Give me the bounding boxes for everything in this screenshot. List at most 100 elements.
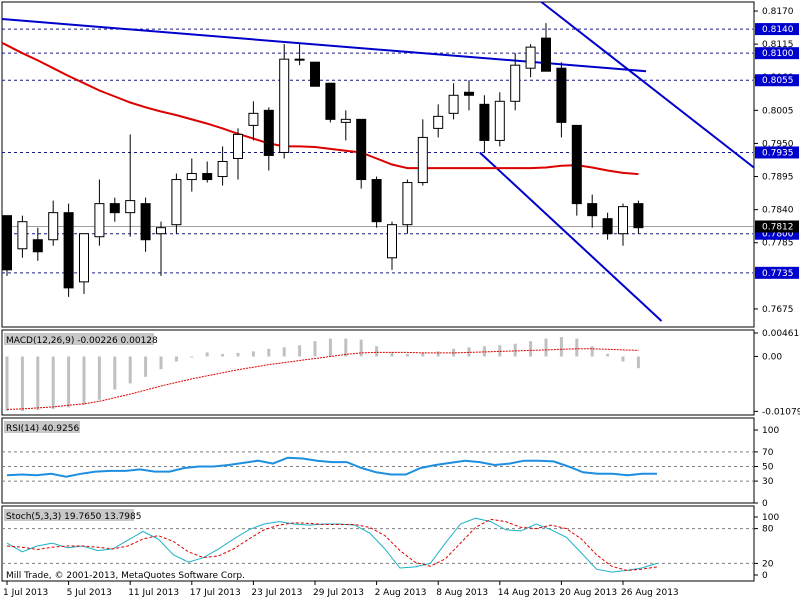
candle-body-up — [433, 115, 444, 129]
candle-body-up — [494, 100, 505, 141]
candle-1 — [17, 215, 28, 258]
time-label: 2 Aug 2013 — [375, 588, 427, 598]
macd-bar-27 — [421, 352, 425, 357]
price-tick-label: 0.8005 — [762, 106, 794, 116]
macd-bar-11 — [174, 356, 178, 362]
stoch-plot — [2, 517, 753, 573]
candle-body-up — [248, 112, 259, 126]
macd-panel[interactable]: 0.00461 0.00 -0.01079 MACD(12,26,9) -0.002… — [1, 329, 800, 417]
candle-body-down — [202, 173, 213, 181]
candle-body-up — [17, 221, 28, 250]
candle-body-up — [156, 227, 166, 235]
level-1-label: 0.8100 — [762, 49, 794, 59]
candle-12 — [186, 158, 197, 192]
candle-37 — [571, 124, 582, 216]
macd-bar-10 — [159, 356, 163, 370]
candle-33 — [510, 53, 521, 111]
candle-31 — [479, 95, 490, 153]
macd-bar-1 — [20, 356, 24, 411]
time-label: 8 Aug 2013 — [436, 588, 488, 598]
time-label: 26 Aug 2013 — [621, 588, 679, 598]
level-1-box — [755, 47, 799, 60]
candle-body-down — [633, 203, 644, 229]
trendline-1 — [540, 1, 755, 169]
candle-8 — [125, 134, 136, 237]
macd-bar-4 — [67, 356, 71, 408]
time-axis: 1 Jul 2013 5 Jul 2013 11 Jul 2013 17 Jul 20… — [3, 581, 679, 598]
macd-title-bg — [4, 333, 154, 345]
macd-bar-22 — [344, 338, 348, 357]
candle-3 — [48, 200, 59, 246]
candle-9 — [140, 197, 151, 252]
candle-body-down — [140, 203, 151, 241]
macd-bar-21 — [328, 338, 332, 357]
price-tick-label: 0.7840 — [762, 206, 794, 216]
candle-40 — [618, 203, 628, 246]
macd-bar-17 — [267, 348, 271, 357]
macd-bar-14 — [221, 353, 225, 357]
macd-bar-38 — [590, 346, 594, 357]
candle-body-up — [171, 179, 182, 226]
time-label: 20 Aug 2013 — [559, 588, 617, 598]
macd-bar-32 — [498, 345, 502, 357]
macd-signal-line — [6, 348, 639, 410]
macd-plot — [5, 337, 640, 411]
candle-24 — [371, 176, 382, 228]
macd-bar-6 — [97, 356, 101, 400]
candle-body-down — [263, 109, 274, 156]
candle-14 — [217, 146, 228, 186]
candle-body-down — [541, 37, 551, 72]
macd-bar-33 — [513, 343, 517, 357]
time-label: 1 Jul 2013 — [3, 588, 48, 598]
macd-bar-35 — [544, 338, 548, 357]
level-3-label: 0.7935 — [762, 148, 794, 158]
candle-5 — [79, 233, 89, 294]
moving-average — [1, 41, 639, 176]
rsi-scale: 100 70 50 30 0 — [754, 426, 779, 509]
stoch-title: Stoch(5,3,3) 19.7650 13.7985 — [6, 512, 141, 522]
candle-32 — [494, 92, 505, 147]
candle-body-up — [417, 136, 428, 184]
candle-27 — [417, 119, 428, 186]
rsi-panel[interactable]: 100 70 50 30 0 RSI(14) 40.9256 — [1, 417, 779, 509]
candle-body-up — [279, 58, 290, 153]
stoch-panel[interactable]: 100 80 20 0 Stoch(5,3,3) 19.7650 13.7985 Mi… — [1, 505, 779, 582]
candle-body-up — [294, 58, 305, 61]
price-tick-label: 0.8115 — [762, 40, 794, 50]
macd-bar-5 — [82, 356, 86, 405]
candle-body-up — [340, 118, 351, 123]
candle-body-down — [32, 239, 43, 253]
candle-body-down — [2, 215, 12, 271]
candle-36 — [556, 62, 567, 138]
candle-7 — [109, 197, 120, 222]
rsi-tick-label: 50 — [762, 463, 774, 473]
rsi-panel-frame — [1, 417, 755, 504]
stoch-tick-label: 0 — [762, 571, 768, 581]
price-tick-label: 0.7950 — [762, 139, 794, 149]
macd-bar-30 — [467, 347, 471, 357]
candle-body-down — [310, 61, 320, 87]
candle-body-up — [618, 206, 628, 235]
rsi-tick-label: 30 — [762, 477, 774, 487]
price-panel[interactable]: 0.81700.81150.80600.80050.79500.78950.78… — [1, 1, 799, 328]
macd-bar-8 — [128, 356, 132, 384]
macd-bar-31 — [482, 346, 486, 357]
rsi-line — [6, 456, 657, 478]
candle-26 — [402, 179, 413, 234]
candle-body-up — [48, 212, 59, 241]
stoch-scale: 100 80 20 0 — [754, 513, 779, 581]
stoch-tick-label: 20 — [762, 559, 774, 569]
trendlines[interactable] — [1, 1, 755, 322]
candle-28 — [433, 104, 444, 138]
price-level-labels: 0.8140 0.8100 0.8055 0.7935 0.7800 0.7735 0.78… — [755, 23, 799, 279]
candle-body-down — [479, 103, 490, 141]
candle-body-up — [387, 224, 397, 259]
level-2-box — [755, 74, 799, 87]
time-label: 17 Jul 2013 — [190, 588, 241, 598]
macd-bar-37 — [575, 338, 579, 357]
candle-13 — [202, 161, 213, 183]
macd-bar-20 — [313, 341, 317, 357]
level-5-box — [755, 266, 799, 279]
candle-19 — [294, 44, 305, 66]
